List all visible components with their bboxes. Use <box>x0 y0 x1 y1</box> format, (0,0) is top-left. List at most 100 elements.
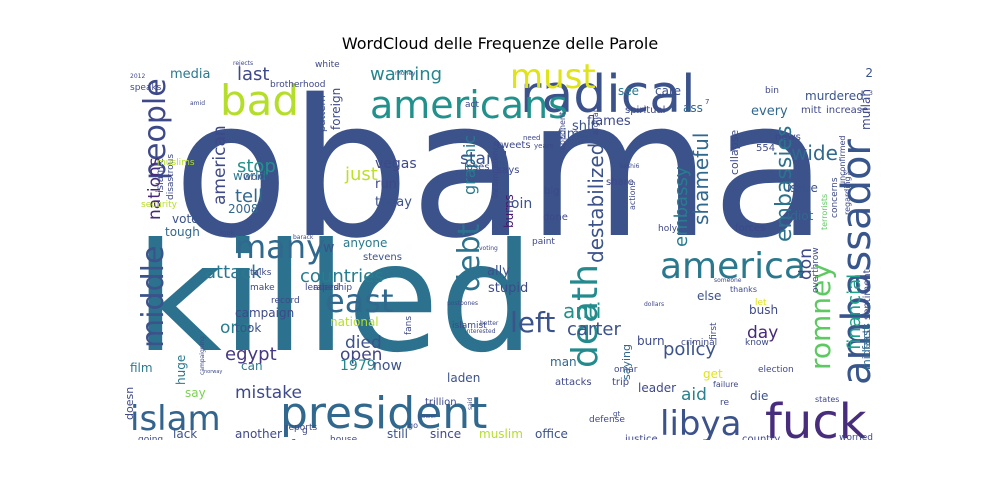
word-every: every <box>751 104 788 119</box>
word-mullah: mullah <box>859 89 873 130</box>
word-huge: huge <box>174 355 188 385</box>
word-office: office <box>535 427 568 440</box>
word-regarding: regarding <box>843 176 852 215</box>
word-act: act <box>465 100 479 110</box>
word-look: look <box>220 229 236 237</box>
word-national: national <box>330 315 379 329</box>
word-many: many <box>235 228 325 266</box>
word-bad: bad <box>220 76 299 125</box>
word-obama: obama <box>173 60 828 280</box>
word-laden: laden <box>447 371 480 385</box>
word-worried: worried <box>839 433 873 440</box>
word-died: died <box>345 333 382 353</box>
word-run: run <box>375 177 397 192</box>
word-president: president <box>280 388 487 439</box>
word-tweets: tweets <box>497 140 531 151</box>
word-libya: libya <box>660 404 741 440</box>
word-paint: paint <box>532 237 555 247</box>
word-say: say <box>185 386 206 400</box>
word-islam: islam <box>130 399 221 439</box>
word-actions: actions <box>628 181 637 210</box>
word-news: news <box>775 132 801 143</box>
word-muslims: muslims <box>157 158 195 168</box>
word-stop: stop <box>237 156 276 177</box>
word-power: power <box>418 413 437 420</box>
word-spiritual: spiritual <box>625 105 665 116</box>
word-idiot: idiot <box>787 209 814 223</box>
word-anti: anti <box>563 299 601 323</box>
word-afghan: afghan <box>591 107 600 135</box>
word-destabilized: destabilized <box>584 143 608 263</box>
word-criminal: criminal <box>681 338 717 348</box>
word-wide: wide <box>791 141 838 165</box>
word-can: can <box>241 359 263 373</box>
word-country: country <box>742 434 780 440</box>
word-mac1: mac1 <box>265 437 298 440</box>
word-barack: barack <box>293 234 314 241</box>
word-tough: tough <box>165 225 200 239</box>
word-know: know <box>745 338 769 348</box>
word-failure: failure <box>713 380 738 389</box>
word-took: took <box>235 321 261 335</box>
word-money: money <box>395 70 416 77</box>
word-554: 554 <box>756 143 775 154</box>
word-make: make <box>250 283 275 293</box>
word-record: record <box>271 296 300 306</box>
word-islamic: islamic <box>155 158 166 193</box>
word-america: america <box>660 246 806 287</box>
word-killed: killed <box>135 212 534 386</box>
word-pattern: pattern <box>317 95 328 132</box>
word-trip: trip <box>612 377 629 388</box>
word-death: death <box>565 264 606 368</box>
word-egypt: egypt <box>225 344 277 365</box>
word-sentiment: sentiment <box>862 269 873 320</box>
word-time: time <box>558 127 587 142</box>
word-brotherhood: brotherhood <box>270 80 325 90</box>
word-don: don <box>796 248 816 280</box>
word-financial: financial <box>844 274 865 350</box>
word-american: american <box>210 125 230 205</box>
word-romney: romney <box>804 263 837 370</box>
word-last: last <box>237 64 269 85</box>
word-debt: debt <box>452 223 487 292</box>
word-media: media <box>170 67 211 82</box>
word-leader: leader <box>638 381 676 395</box>
word-world: world <box>233 169 266 183</box>
word-thanks: thanks <box>730 285 757 294</box>
word-bush: bush <box>749 303 778 317</box>
word-increase: increase <box>826 105 868 116</box>
word-security: security <box>141 200 178 210</box>
word-rejects: rejects <box>233 60 253 67</box>
word-1979: 1979 <box>340 358 376 374</box>
word-reports: reports <box>285 423 317 433</box>
word-3: 3 <box>869 90 873 97</box>
word-stupid: stupid <box>488 281 528 296</box>
word-go: go <box>408 421 418 430</box>
word-share: share <box>606 177 634 188</box>
word-get: get <box>703 367 723 381</box>
word-justice: justice <box>624 434 658 440</box>
word-collapse: collapse <box>728 130 741 175</box>
word-another: another <box>235 427 282 440</box>
word-norway: norway <box>204 369 222 375</box>
word-must: must <box>510 60 596 97</box>
word-mistake: mistake <box>235 383 302 403</box>
word-big: big <box>544 186 559 197</box>
word-forces: forces <box>735 223 765 234</box>
word-fuck: fuck <box>765 394 867 440</box>
word-burns: burns <box>502 194 516 228</box>
word-years: years <box>534 142 554 150</box>
word-amid: amid <box>190 100 205 107</box>
word-sc: sc <box>843 168 852 177</box>
word-leadership: leadership <box>305 283 352 293</box>
word-americans: americans <box>370 83 568 127</box>
word-need: need <box>523 134 541 142</box>
word-holy: holy <box>658 224 678 234</box>
word-unconfirmed: unconfirmed <box>838 136 847 186</box>
word-someone: someone <box>714 277 742 284</box>
word-left: left <box>510 306 555 339</box>
word-islamist: islamist <box>452 321 487 331</box>
word-2012: 2012 <box>130 73 145 80</box>
word-vegas: vegas <box>375 156 417 172</box>
